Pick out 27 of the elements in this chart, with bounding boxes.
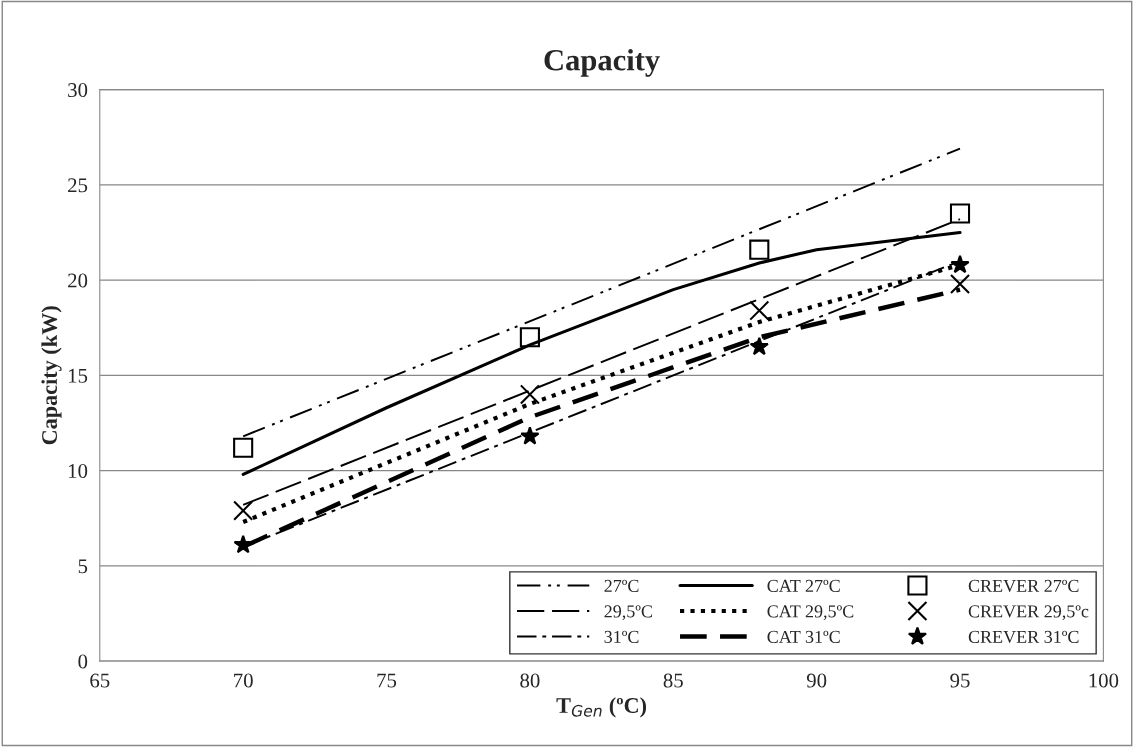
x-tick-label: 80 <box>520 673 540 688</box>
y-tick-label: 15 <box>68 368 88 383</box>
legend-label: CREVER 29,5ºc <box>968 605 1089 621</box>
x-tick-label: 100 <box>1089 673 1119 688</box>
y-tick-label: 20 <box>68 273 88 288</box>
legend-label: 27ºC <box>604 579 639 592</box>
y-tick-label: 25 <box>68 178 88 193</box>
x-tick-label: 70 <box>234 673 253 688</box>
y-axis-title: Capacity (kW) <box>41 306 62 445</box>
legend-label: 31ºC <box>604 630 639 643</box>
legend-label: CAT 29,5ºC <box>767 605 854 621</box>
legend-label: CAT 27ºC <box>767 579 840 592</box>
legend-label: 29,5ºC <box>604 605 652 621</box>
y-tick-label: 30 <box>68 83 88 98</box>
chart-title: Capacity <box>544 48 660 77</box>
x-tick-label: 75 <box>377 673 397 688</box>
y-tick-label: 5 <box>78 559 88 574</box>
y-tick-label: 10 <box>68 463 88 479</box>
legend-label: CREVER 27ºC <box>968 579 1079 593</box>
y-tick-label: 0 <box>78 654 88 669</box>
legend-label: CREVER 31ºC <box>968 630 1079 644</box>
x-axis-title: T$_{Gen}$ (ºC) <box>556 697 647 718</box>
x-tick-label: 95 <box>950 673 970 688</box>
legend-label: CAT 31ºC <box>767 630 840 643</box>
x-tick-label: 65 <box>90 673 110 688</box>
x-tick-label: 90 <box>806 673 827 688</box>
x-tick-label: 85 <box>663 673 683 688</box>
